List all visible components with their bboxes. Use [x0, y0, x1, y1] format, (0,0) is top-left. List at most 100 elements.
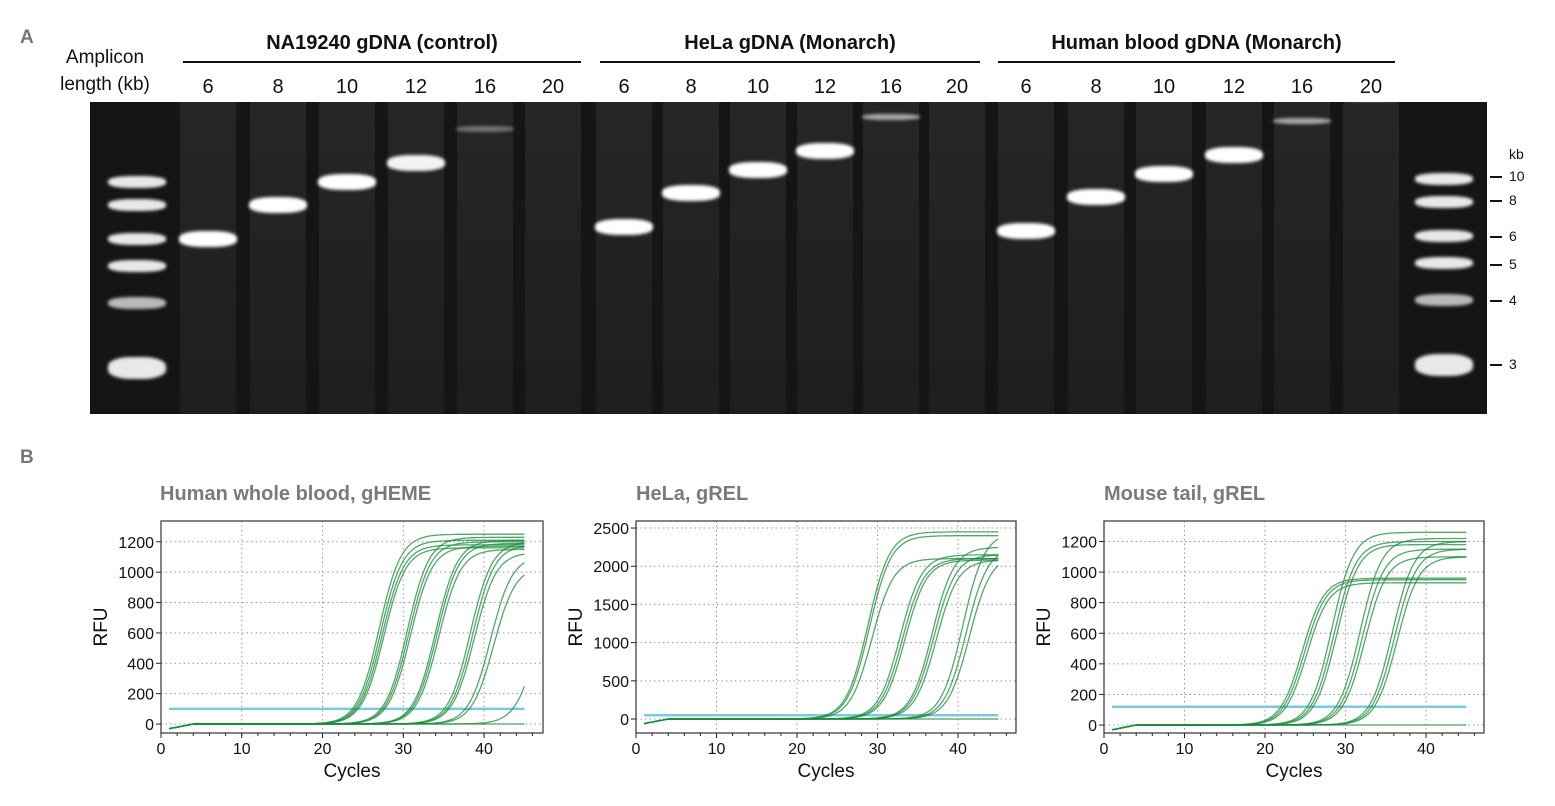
- kb-tick: [1490, 300, 1502, 302]
- x-tick-label: 40: [475, 741, 493, 758]
- y-tick-label: 1200: [118, 535, 154, 552]
- x-tick-label: 10: [233, 741, 251, 758]
- y-axis-label: RFU: [566, 607, 587, 646]
- ladder-band: [108, 176, 166, 188]
- y-tick-label: 1000: [1061, 565, 1097, 582]
- lane-smear: [1136, 102, 1192, 414]
- group-underline: [600, 61, 980, 63]
- lane-label: 6: [618, 76, 630, 98]
- y-tick-label: 0: [620, 712, 629, 729]
- lane-smear: [250, 102, 306, 414]
- x-axis-label: Cycles: [323, 761, 380, 782]
- lane-label: 20: [1359, 76, 1383, 98]
- amplification-curve: [643, 555, 999, 725]
- kb-marker-label: 6: [1509, 228, 1517, 244]
- lane-smear: [998, 102, 1054, 414]
- lane-smear: [596, 102, 652, 414]
- x-tick-label: 0: [157, 741, 166, 758]
- lane-label: 10: [1152, 76, 1176, 98]
- amplicon-label-line1: Amplicon: [65, 47, 145, 68]
- x-tick-label: 20: [1256, 741, 1274, 758]
- lane-label: 12: [813, 76, 837, 98]
- plot-frame: [160, 520, 544, 734]
- lane-label: 6: [1020, 76, 1032, 98]
- kb-marker-label: 3: [1509, 356, 1517, 372]
- lane-smear: [663, 102, 719, 414]
- panel-label-a: A: [20, 27, 34, 48]
- amplification-curve: [1111, 724, 1467, 731]
- dna-band: [1205, 147, 1263, 164]
- dna-band: [318, 174, 376, 190]
- y-axis-label: RFU: [1034, 607, 1055, 646]
- x-tick-label: 10: [1176, 741, 1194, 758]
- y-tick-label: 200: [127, 687, 154, 704]
- y-axis-label: RFU: [91, 607, 112, 646]
- lane-label: 20: [945, 76, 969, 98]
- lane-smear: [1068, 102, 1124, 414]
- x-axis-label: Cycles: [797, 761, 854, 782]
- dna-band: [729, 162, 787, 178]
- chart-title: HeLa, gREL: [636, 483, 749, 505]
- kb-marker-label: 4: [1509, 292, 1517, 308]
- chart-title: Mouse tail, gREL: [1104, 483, 1266, 505]
- amplification-curve: [643, 718, 999, 725]
- kb-marker-label: 5: [1509, 256, 1517, 272]
- lane-label: 6: [202, 76, 214, 98]
- ladder-band: [108, 297, 166, 309]
- lane-label: 12: [1222, 76, 1246, 98]
- y-tick-label: 2500: [593, 521, 629, 538]
- amplification-curve: [168, 545, 525, 730]
- group-underline: [998, 61, 1395, 63]
- lane-smear: [388, 102, 444, 414]
- agarose-gel-image: [90, 102, 1487, 414]
- amplification-curve: [168, 562, 525, 730]
- amplification-curve: [643, 557, 999, 725]
- dna-band: [662, 185, 720, 201]
- y-tick-label: 0: [1088, 718, 1097, 735]
- amplification-curve: [168, 545, 525, 730]
- lane-label: 10: [335, 76, 359, 98]
- kb-tick: [1490, 364, 1502, 366]
- x-tick-label: 20: [314, 741, 332, 758]
- y-tick-label: 2000: [593, 559, 629, 576]
- kb-tick: [1490, 200, 1502, 202]
- x-tick-label: 20: [788, 741, 806, 758]
- kb-unit-label: kb: [1509, 146, 1524, 162]
- ladder-band: [1415, 230, 1473, 242]
- group-title-na19240: NA19240 gDNA (control): [266, 32, 498, 54]
- amplicon-length-label: Amplicon length (kb): [40, 44, 170, 98]
- kb-marker-label: 8: [1509, 192, 1517, 208]
- y-tick-label: 400: [1070, 657, 1097, 674]
- y-tick-label: 800: [1070, 596, 1097, 613]
- lane-smear: [863, 102, 919, 414]
- lane-smear: [525, 102, 581, 414]
- kb-tick: [1490, 236, 1502, 238]
- group-underline: [183, 61, 581, 63]
- chart-title: Human whole blood, gHEME: [160, 483, 432, 505]
- amplification-curve: [643, 557, 999, 725]
- y-tick-label: 1500: [593, 597, 629, 614]
- lane-smear: [929, 102, 985, 414]
- kb-tick: [1490, 176, 1502, 178]
- y-tick-label: 0: [145, 717, 154, 734]
- amplification-curve: [168, 686, 526, 730]
- ladder-band: [1415, 354, 1473, 376]
- lane-label: 20: [541, 76, 565, 98]
- y-tick-label: 600: [127, 626, 154, 643]
- lane-label: 16: [879, 76, 903, 98]
- kb-tick: [1490, 264, 1502, 266]
- x-tick-label: 40: [949, 741, 967, 758]
- x-tick-label: 0: [1100, 741, 1109, 758]
- dna-band: [249, 197, 307, 213]
- dna-band: [595, 219, 653, 235]
- lane-label: 8: [1090, 76, 1102, 98]
- lane-label: 12: [404, 76, 428, 98]
- amplification-curve: [1111, 531, 1467, 731]
- ladder-band: [108, 233, 166, 245]
- x-tick-label: 30: [869, 741, 887, 758]
- dna-band: [1273, 117, 1331, 124]
- amplification-curve: [168, 547, 525, 730]
- dna-band: [179, 231, 237, 247]
